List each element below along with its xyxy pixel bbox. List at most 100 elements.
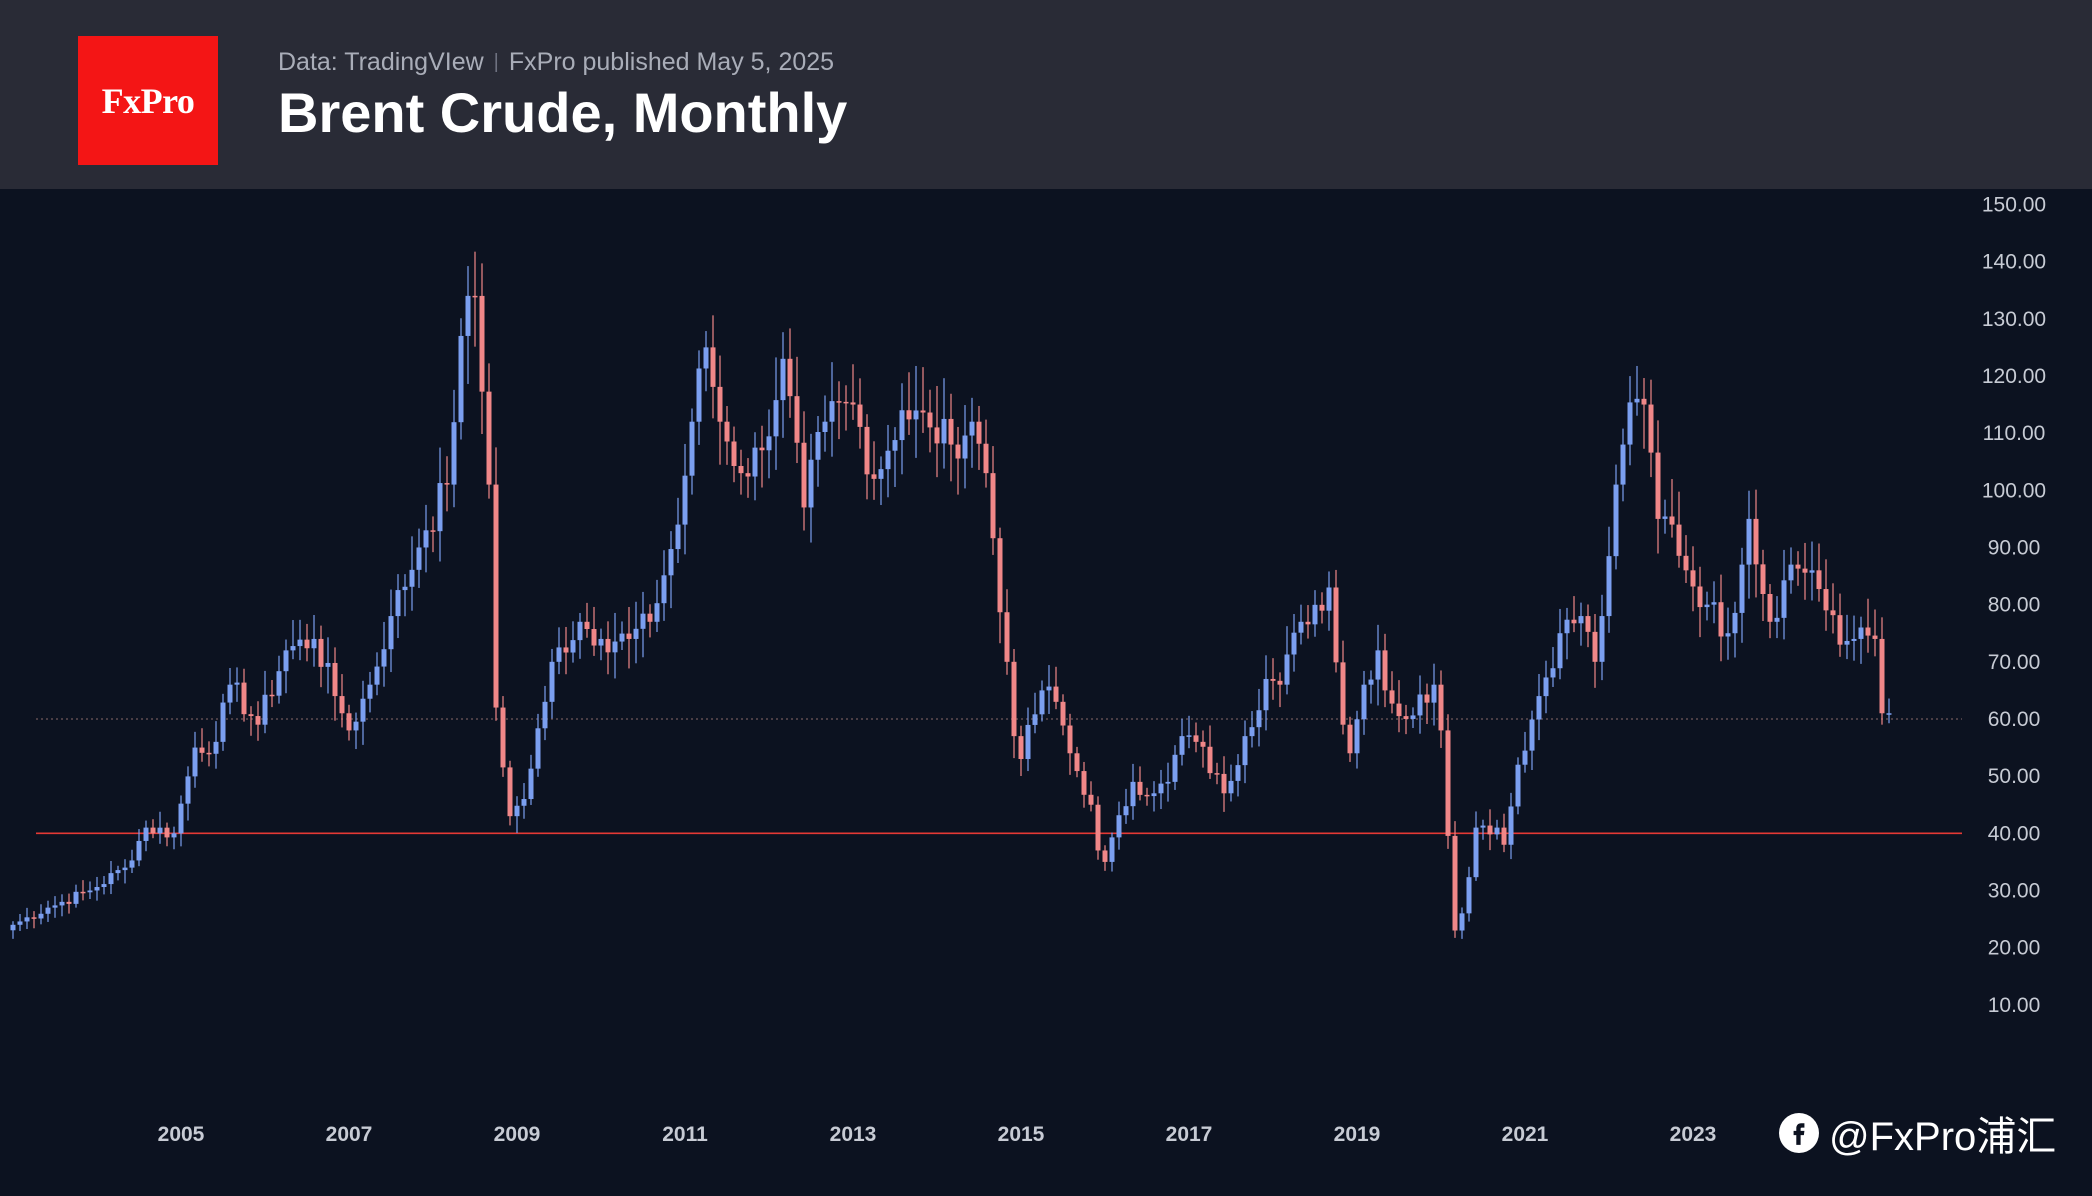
candle-body [171,833,177,838]
y-tick-label: 20.00 [1988,937,2041,960]
candle-body [66,901,72,904]
candle-body [990,473,996,539]
candle-body [1256,710,1262,728]
y-tick-label: 70.00 [1988,651,2041,674]
candle-body [535,728,541,769]
candle-body [577,621,583,641]
candle-body [1158,783,1164,794]
candle-body [1690,570,1696,587]
candle-body [129,860,135,868]
watermark-text: @FxPro浦汇 [1829,1115,2057,1159]
candle-body [899,410,905,441]
candle-body [157,827,163,834]
candle-body [1599,616,1605,662]
candle-body [1711,602,1717,605]
candle-body [1571,619,1577,624]
candle-body [1305,621,1311,625]
candle-body [1361,684,1367,720]
candle-body [192,747,198,777]
candle-body [276,671,282,696]
candle-body [997,538,1003,613]
candle-body [815,432,821,460]
candle-body [1725,633,1731,637]
candle-body [1074,753,1080,772]
candle-body [325,662,331,667]
candle-body [1515,764,1521,807]
x-tick-label: 2011 [662,1123,708,1146]
candles [10,251,1892,939]
candle-body [1011,661,1017,737]
candle-body [1858,627,1864,639]
candle-body [52,905,58,908]
candle-body [920,410,926,413]
candle-body [220,702,226,742]
candle-body [1802,568,1808,573]
candle-body [766,436,772,451]
candle-body [556,647,562,662]
watermark: @FxPro浦汇 [1779,1104,2056,1162]
candle-body [549,661,555,702]
candle-body [668,549,674,576]
candle-body [1809,570,1815,573]
candle-body [1116,815,1122,838]
candle-body [1851,638,1857,641]
candle-body [1774,617,1780,622]
candle-body [1529,719,1535,751]
x-axis: 2005 2007 2009 2011 2013 2015 2017 2019 2021 2023 [158,1123,1717,1146]
publish-info: FxPro published May 5, 2025 [508,48,835,76]
candle-body [1480,825,1486,828]
candle-body [703,347,709,369]
y-tick-label: 30.00 [1988,879,2041,902]
candle-body [654,603,660,622]
candle-body [1389,690,1395,704]
candle-body [1879,638,1885,714]
candle-body [1844,640,1850,645]
candle-body [738,466,744,474]
candle-body [1592,631,1598,662]
candle-body [332,662,338,697]
chart-meta: Data: TradingVIew | FxPro published May 5,… [278,48,834,77]
x-tick-label: 2009 [494,1123,541,1146]
candle-body [1018,736,1024,759]
candle-body [1683,555,1689,571]
candle-body [59,901,65,906]
candle-body [1550,668,1556,678]
candle-body [1648,404,1654,453]
candle-body [1662,516,1668,519]
candle-body [1473,827,1479,878]
candle-body [570,640,576,653]
candle-body [115,870,121,874]
candle-body [416,547,422,570]
candle-body [1508,806,1514,845]
candle-body [983,443,989,474]
candle-body [731,441,737,467]
candle-body [1564,619,1570,634]
candle-body [836,401,842,403]
candle-body [871,474,877,479]
candle-body [1417,694,1423,716]
candle-body [878,469,884,479]
candle-body [213,741,219,754]
x-tick-label: 2013 [830,1123,877,1146]
candle-body [1067,725,1073,754]
candle-body [1697,586,1703,608]
candle-body [94,887,100,891]
candle-body [598,638,604,646]
candle-body [1403,716,1409,719]
candle-body [374,666,380,685]
candle-body [1557,633,1563,669]
candle-body [759,447,765,451]
candle-body [493,484,499,708]
candle-body [1536,696,1542,720]
candle-body [136,840,142,861]
candle-body [857,404,863,427]
candle-body [1235,765,1241,781]
candle-body [1312,604,1318,625]
candle-body [1333,587,1339,663]
candle-body [24,917,30,922]
candle-body [1816,570,1822,590]
candle-body [10,924,16,931]
candle-body [1242,736,1248,766]
candle-body [633,628,639,639]
y-tick-label: 100.00 [1982,479,2046,502]
